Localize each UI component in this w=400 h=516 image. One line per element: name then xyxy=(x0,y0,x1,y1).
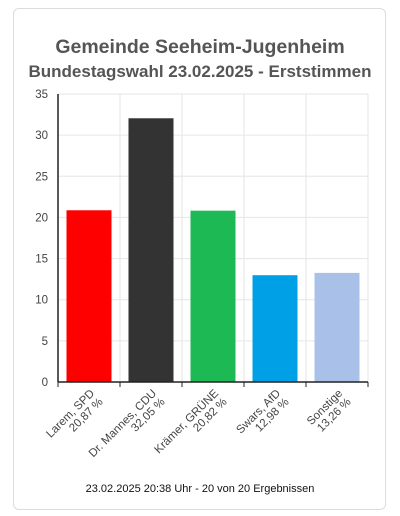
bar xyxy=(66,210,112,382)
y-tick-label: 15 xyxy=(35,254,48,266)
chart-subtitle: Bundestagswahl 23.02.2025 - Erststimmen xyxy=(28,62,372,81)
chart-title: Gemeinde Seeheim-Jugenheim xyxy=(55,36,345,58)
bar xyxy=(314,272,360,382)
x-tick-label: Sonstige13,26 % xyxy=(305,388,354,437)
y-tick-label: 0 xyxy=(42,377,48,389)
y-tick-label: 25 xyxy=(35,171,48,183)
y-tick-label: 20 xyxy=(35,212,48,224)
x-tick-label: Larem, SPD20,87 % xyxy=(44,388,105,449)
y-tick-label: 5 xyxy=(42,336,48,348)
chart-footer: 23.02.2025 20:38 Uhr - 20 von 20 Ergebni… xyxy=(85,483,315,495)
x-tick-label: Swars, AfD12,98 % xyxy=(234,388,291,445)
bar xyxy=(128,118,174,382)
y-tick-label: 35 xyxy=(35,89,48,101)
bar xyxy=(190,210,236,382)
y-tick-label: 30 xyxy=(35,130,48,142)
y-tick-label: 10 xyxy=(35,295,48,307)
bar xyxy=(252,275,298,382)
x-tick-label: Krämer, GRÜNE20,82 % xyxy=(153,387,230,464)
